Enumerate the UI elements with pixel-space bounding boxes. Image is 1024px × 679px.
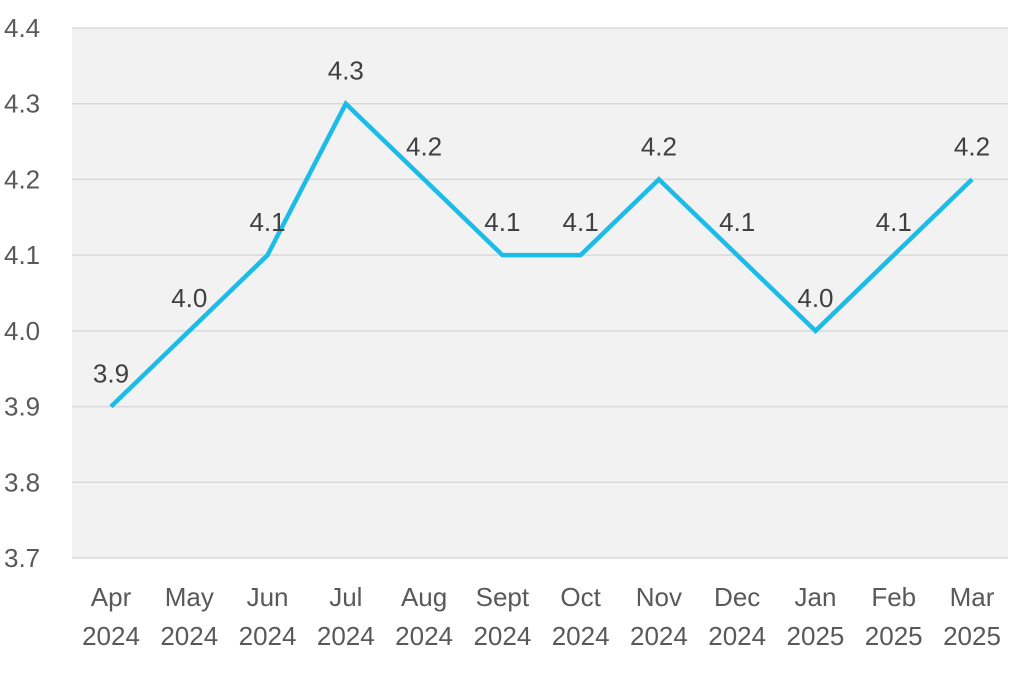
x-tick-year: 2024 bbox=[395, 621, 453, 651]
x-tick-month: Jun bbox=[247, 582, 289, 612]
data-label: 4.1 bbox=[484, 207, 520, 237]
y-tick-label: 3.8 bbox=[4, 467, 40, 497]
data-label: 4.1 bbox=[249, 207, 285, 237]
data-label: 4.3 bbox=[328, 56, 364, 86]
x-tick-year: 2025 bbox=[787, 621, 845, 651]
data-label: 4.1 bbox=[563, 207, 599, 237]
x-tick-label: Jun 2024 bbox=[239, 582, 297, 651]
data-label: 4.2 bbox=[406, 131, 442, 161]
x-tick-month: Jul bbox=[329, 582, 362, 612]
x-tick-year: 2024 bbox=[552, 621, 610, 651]
y-tick-label: 4.1 bbox=[4, 240, 40, 270]
x-tick-label: Dec 2024 bbox=[708, 582, 766, 651]
x-tick-month: Mar bbox=[950, 582, 995, 612]
x-tick-label: Nov 2024 bbox=[630, 582, 688, 651]
data-label: 4.0 bbox=[171, 283, 207, 313]
data-label: 4.1 bbox=[876, 207, 912, 237]
x-tick-year: 2025 bbox=[865, 621, 923, 651]
x-tick-month: Nov bbox=[636, 582, 682, 612]
x-tick-year: 2024 bbox=[317, 621, 375, 651]
plot-background bbox=[72, 28, 1008, 558]
x-tick-month: May bbox=[165, 582, 214, 612]
y-tick-label: 4.3 bbox=[4, 89, 40, 119]
data-label: 4.2 bbox=[954, 131, 990, 161]
x-tick-label: Apr 2024 bbox=[82, 582, 140, 651]
y-tick-label: 4.2 bbox=[4, 164, 40, 194]
x-tick-label: Jul 2024 bbox=[317, 582, 375, 651]
x-tick-month: Aug bbox=[401, 582, 447, 612]
x-tick-year: 2025 bbox=[943, 621, 1001, 651]
x-tick-label: May 2024 bbox=[160, 582, 218, 651]
data-label: 4.1 bbox=[719, 207, 755, 237]
x-tick-year: 2024 bbox=[630, 621, 688, 651]
x-tick-month: Oct bbox=[560, 582, 601, 612]
x-tick-label: Jan 2025 bbox=[787, 582, 845, 651]
y-tick-label: 3.7 bbox=[4, 543, 40, 573]
data-labels: 3.9 4.0 4.1 4.3 4.2 4.1 4.1 4.2 4.1 4.0 4.1 4.2 bbox=[93, 56, 990, 389]
y-tick-label: 4.0 bbox=[4, 316, 40, 346]
x-axis-ticks: Apr 2024 May 2024 Jun 2024 Jul 2024 Aug 2024 Sept 2… bbox=[82, 582, 1001, 651]
series-line bbox=[109, 99, 974, 409]
x-tick-label: Feb 2025 bbox=[865, 582, 923, 651]
x-tick-label: Mar 2025 bbox=[943, 582, 1001, 651]
x-tick-month: Jan bbox=[794, 582, 836, 612]
data-label: 4.2 bbox=[641, 131, 677, 161]
y-tick-label: 3.9 bbox=[4, 392, 40, 422]
x-tick-month: Apr bbox=[91, 582, 132, 612]
y-tick-label: 4.4 bbox=[4, 13, 40, 43]
x-tick-month: Sept bbox=[476, 582, 530, 612]
x-tick-month: Dec bbox=[714, 582, 760, 612]
x-tick-year: 2024 bbox=[82, 621, 140, 651]
x-tick-year: 2024 bbox=[473, 621, 531, 651]
x-tick-label: Oct 2024 bbox=[552, 582, 610, 651]
x-tick-year: 2024 bbox=[160, 621, 218, 651]
y-axis-ticks: 3.7 3.8 3.9 4.0 4.1 4.2 4.3 4.4 bbox=[4, 13, 40, 573]
x-tick-label: Sept 2024 bbox=[473, 582, 531, 651]
x-tick-year: 2024 bbox=[708, 621, 766, 651]
data-label: 4.0 bbox=[797, 283, 833, 313]
data-label: 3.9 bbox=[93, 359, 129, 389]
x-tick-month: Feb bbox=[871, 582, 916, 612]
x-tick-year: 2024 bbox=[239, 621, 297, 651]
x-tick-label: Aug 2024 bbox=[395, 582, 453, 651]
